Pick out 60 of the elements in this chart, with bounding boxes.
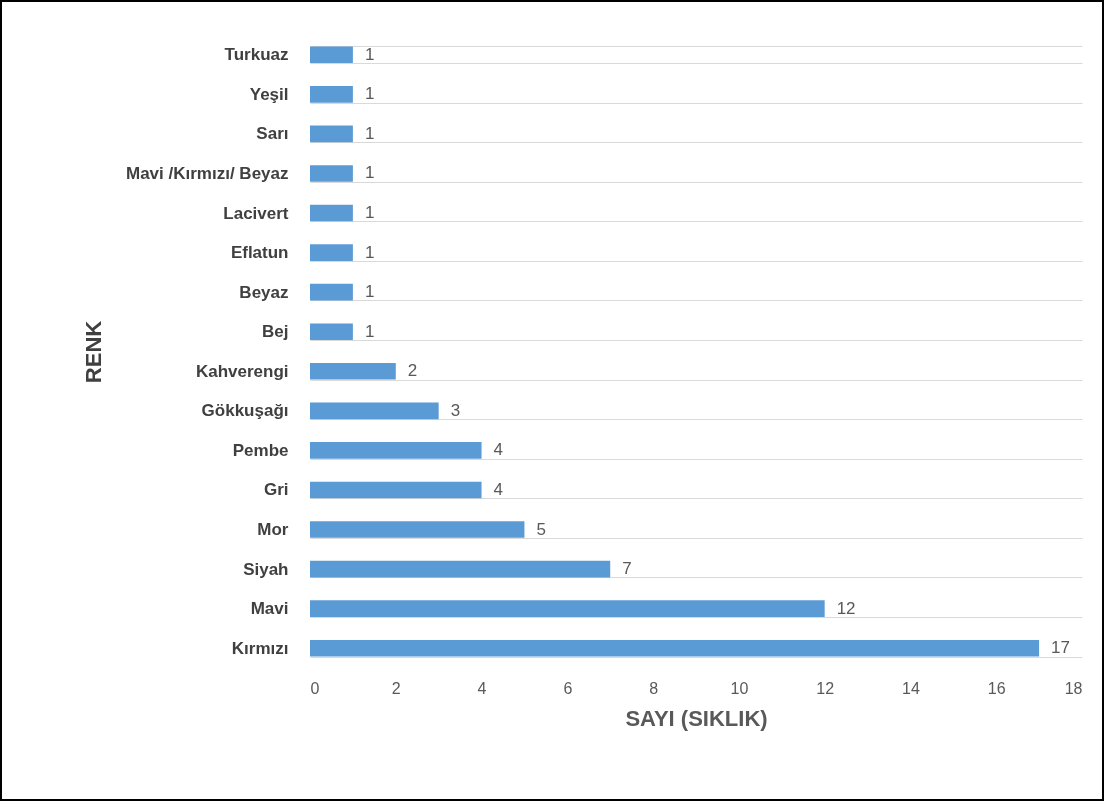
- y-tick-label: Beyaz: [239, 282, 289, 302]
- bar: [310, 600, 825, 617]
- data-label: 4: [493, 440, 504, 460]
- y-tick-label: Gri: [263, 480, 289, 500]
- data-label: 4: [493, 479, 504, 499]
- data-label: 17: [1051, 638, 1071, 658]
- bar: [310, 362, 396, 380]
- y-tick-label: Turkuaz: [224, 45, 289, 65]
- data-label: 1: [364, 163, 375, 183]
- x-tick-label: 12: [816, 679, 835, 697]
- bar: [310, 244, 353, 261]
- bar: [310, 402, 439, 420]
- y-axis-title: RENK: [81, 320, 106, 384]
- bar: [310, 521, 525, 538]
- bar: [310, 125, 353, 143]
- data-label: 1: [364, 203, 375, 223]
- bar: [310, 204, 353, 222]
- y-tick-label: Siyah: [243, 559, 289, 579]
- data-label: 1: [364, 321, 375, 341]
- x-tick-label: 14: [902, 679, 920, 697]
- data-label: 12: [836, 598, 856, 618]
- y-tick-label: Gökkuşağı: [201, 401, 289, 421]
- bar: [310, 560, 611, 578]
- y-tick-label: Pembe: [232, 440, 289, 460]
- data-label: 2: [407, 361, 418, 381]
- y-tick-label: Kahverengi: [195, 361, 289, 381]
- data-label: 7: [622, 559, 632, 579]
- y-tick-label: Lacivert: [223, 203, 289, 223]
- y-tick-label: Bej: [262, 322, 289, 342]
- data-label: 5: [536, 519, 546, 539]
- y-tick-label: Mavi /Kırmızı/ Beyaz: [125, 163, 289, 183]
- y-tick-label: Sarı: [256, 124, 289, 144]
- y-tick-label: Kırmızı: [231, 638, 289, 658]
- x-tick-label: 8: [649, 679, 659, 697]
- x-tick-label: 6: [563, 679, 573, 697]
- bar: [310, 165, 353, 182]
- data-label: 1: [364, 282, 375, 302]
- bar: [310, 639, 1040, 657]
- x-axis-title: SAYI (SIKLIK): [625, 705, 768, 731]
- bar: [310, 481, 482, 499]
- y-tick-label: Mavi: [250, 599, 289, 619]
- x-tick-label: 16: [987, 679, 1006, 697]
- x-tick-label: 10: [730, 679, 749, 697]
- y-tick-label: Mor: [257, 520, 289, 540]
- bar: [310, 46, 353, 64]
- x-tick-label: 4: [477, 679, 487, 697]
- x-tick-label: 18: [1064, 679, 1083, 697]
- bar: [310, 442, 482, 459]
- data-label: 1: [364, 44, 375, 64]
- y-tick-label: Eflatun: [230, 243, 289, 263]
- data-label: 1: [364, 84, 375, 104]
- x-tick-label: 0: [310, 679, 320, 697]
- bar: [310, 323, 353, 341]
- y-tick-label: Yeşil: [249, 84, 289, 104]
- data-label: 3: [450, 400, 461, 420]
- bar: [310, 86, 353, 103]
- data-label: 1: [364, 242, 375, 262]
- x-tick-label: 2: [391, 679, 401, 697]
- bar: [310, 283, 353, 301]
- data-label: 1: [364, 123, 375, 143]
